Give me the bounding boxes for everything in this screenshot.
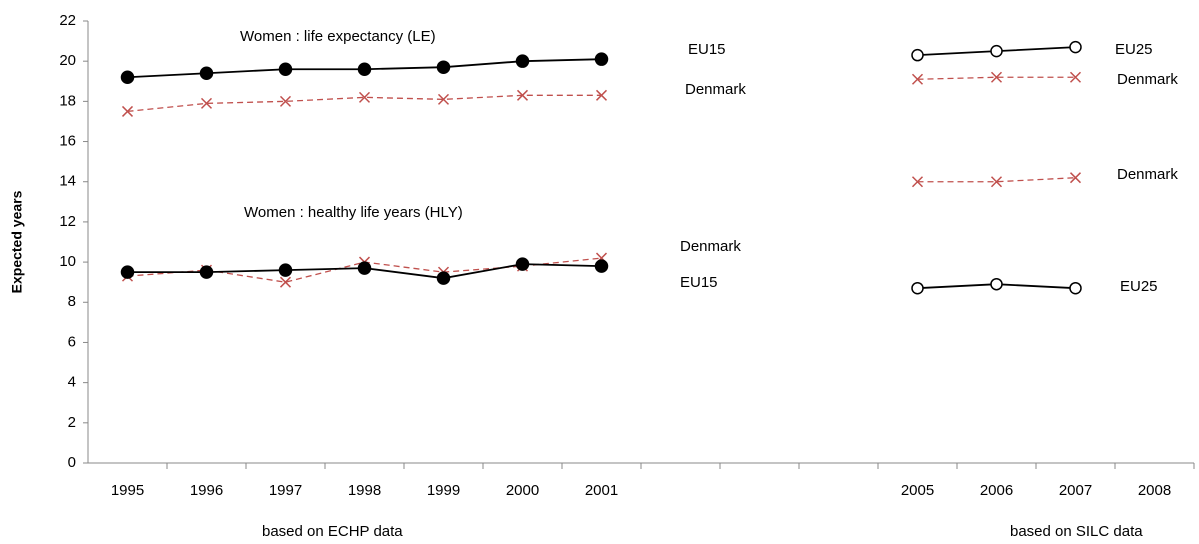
y-tick-label: 6 — [68, 333, 76, 350]
marker — [911, 48, 924, 62]
y-tick-label: 16 — [59, 133, 76, 150]
marker — [990, 71, 1003, 83]
marker — [1069, 281, 1082, 295]
series-label: EU25 — [1120, 278, 1158, 295]
marker — [515, 257, 530, 271]
y-tick-label: 12 — [59, 213, 76, 230]
x-tick-label: 1995 — [111, 482, 144, 499]
marker — [1069, 71, 1082, 83]
series-label: EU15 — [688, 41, 726, 58]
marker — [990, 277, 1003, 291]
x-tick-label: 1997 — [269, 482, 302, 499]
y-tick-label: 18 — [59, 92, 76, 109]
marker — [911, 281, 924, 295]
marker — [594, 259, 609, 273]
annotation: based on SILC data — [1010, 523, 1143, 540]
x-tick-label: 1996 — [190, 482, 223, 499]
series-label: EU15 — [680, 274, 718, 291]
series-label: Denmark — [1117, 71, 1178, 88]
series-label: Denmark — [1117, 166, 1178, 183]
marker — [1069, 172, 1082, 184]
marker — [279, 95, 292, 107]
marker — [357, 62, 372, 76]
y-axis-label: Expected years — [9, 190, 25, 293]
marker — [199, 66, 214, 80]
marker — [200, 97, 213, 109]
series-line — [917, 76, 1076, 80]
marker — [911, 176, 924, 188]
marker — [120, 70, 135, 85]
marker — [121, 105, 134, 117]
annotation: Women : life expectancy (LE) — [240, 28, 436, 45]
marker — [437, 93, 450, 105]
y-tick-label: 4 — [68, 374, 76, 391]
marker — [199, 265, 214, 279]
y-tick-label: 20 — [59, 52, 76, 69]
marker — [120, 265, 135, 279]
x-tick-label: 2006 — [980, 482, 1013, 499]
series-label: Denmark — [685, 81, 746, 98]
marker — [278, 62, 293, 76]
marker — [358, 91, 371, 103]
series-line — [917, 177, 1076, 183]
marker — [595, 89, 608, 101]
x-tick-label: 2005 — [901, 482, 934, 499]
series-label: Denmark — [680, 238, 741, 255]
marker — [990, 44, 1003, 58]
x-tick-label: 1999 — [427, 482, 460, 499]
marker — [516, 89, 529, 101]
marker — [594, 52, 609, 66]
marker — [357, 261, 372, 275]
marker — [278, 263, 293, 277]
y-tick-label: 2 — [68, 414, 76, 431]
x-tick-label: 2001 — [585, 482, 618, 499]
y-tick-label: 10 — [59, 253, 76, 270]
marker — [436, 60, 451, 74]
x-tick-label: 2007 — [1059, 482, 1092, 499]
x-tick-label: 1998 — [348, 482, 381, 499]
series-label: EU25 — [1115, 41, 1153, 58]
y-tick-label: 14 — [59, 173, 76, 190]
marker — [279, 276, 292, 288]
x-tick-label: 2000 — [506, 482, 539, 499]
annotation: Women : healthy life years (HLY) — [244, 204, 463, 221]
annotation: based on ECHP data — [262, 523, 403, 540]
marker — [911, 73, 924, 85]
marker — [1069, 40, 1082, 54]
y-tick-label: 0 — [68, 454, 76, 471]
x-tick-label: 2008 — [1138, 482, 1171, 499]
marker — [436, 271, 451, 285]
y-tick-label: 8 — [68, 293, 76, 310]
marker — [990, 176, 1003, 188]
marker — [515, 54, 530, 68]
y-tick-label: 22 — [59, 12, 76, 29]
